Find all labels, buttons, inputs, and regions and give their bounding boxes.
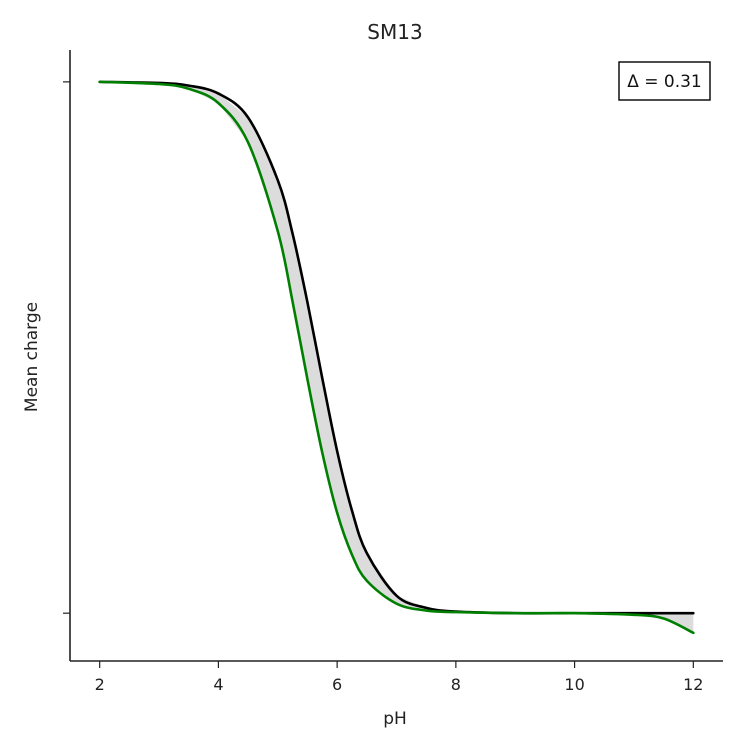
y-axis-title: Mean charge: [22, 302, 42, 412]
x-tick-label: 4: [213, 675, 223, 694]
plot-area: [98, 80, 695, 635]
delta-annotation-text: Δ = 0.31: [627, 72, 702, 92]
series-line-1: [98, 80, 695, 615]
fill-between-area: [99, 81, 694, 633]
x-tick-label: 6: [332, 675, 342, 694]
x-axis-title: pH: [383, 709, 407, 729]
x-tick-label: 2: [95, 675, 105, 694]
series-line-2: [98, 80, 695, 635]
x-tick-label: 12: [683, 675, 703, 694]
axes: 2 4 6 8 10 12: [63, 50, 723, 694]
x-tick-label: 8: [451, 675, 461, 694]
x-tick-label: 10: [564, 675, 584, 694]
chart-title: SM13: [367, 20, 422, 44]
delta-annotation-box: [618, 61, 711, 101]
delta-annotation: Δ = 0.31: [618, 61, 711, 101]
